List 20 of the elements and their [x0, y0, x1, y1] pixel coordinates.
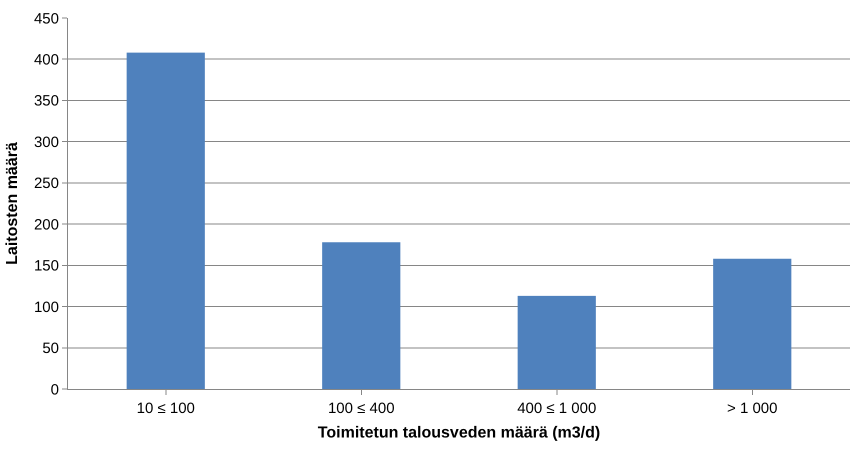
bar: [713, 258, 792, 389]
y-tick-label: 250: [34, 175, 59, 192]
y-tick-label: 350: [34, 92, 59, 110]
bar: [518, 296, 596, 389]
y-tick-label: 100: [34, 298, 59, 316]
y-tick-label: 450: [34, 10, 59, 28]
x-tick-label: > 1 000: [727, 400, 778, 417]
y-tick-label: 150: [34, 258, 59, 275]
bar: [322, 242, 400, 389]
y-tick-label: 0: [50, 381, 59, 398]
x-tick-label: 400 ≤ 1 000: [517, 400, 596, 417]
x-tick-label: 10 ≤ 100: [136, 400, 195, 417]
x-axis-title: Toimitetun talousveden määrä (m3/d): [318, 424, 600, 442]
y-tick-label: 200: [34, 216, 59, 234]
y-tick-label: 400: [34, 51, 59, 68]
y-axis-title: Laitosten määrä: [4, 142, 21, 265]
y-tick-label: 50: [42, 340, 59, 358]
bar: [126, 52, 205, 389]
y-tick-label: 300: [34, 134, 59, 151]
x-tick-label: 100 ≤ 400: [328, 400, 395, 417]
